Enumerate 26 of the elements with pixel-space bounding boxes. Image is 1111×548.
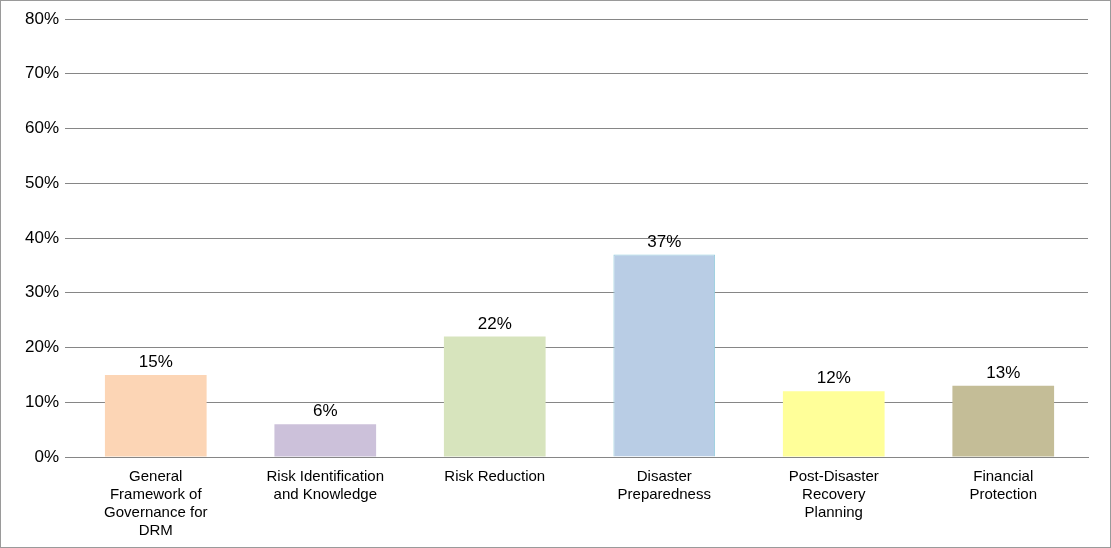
- y-tick-label: 60%: [24, 118, 60, 138]
- y-tick-label: 40%: [24, 227, 60, 247]
- y-tick-label: 0%: [34, 446, 60, 466]
- x-tick-label: Risk Reduction: [444, 467, 546, 485]
- bar: [274, 424, 377, 457]
- bar: [443, 336, 546, 457]
- data-label: 37%: [647, 231, 682, 251]
- data-label: 22%: [477, 313, 512, 333]
- data-label: 12%: [816, 368, 851, 388]
- bar: [104, 374, 207, 457]
- bar: [782, 391, 885, 457]
- data-label: 13%: [986, 363, 1021, 383]
- x-tick-label: Financial Protection: [969, 467, 1038, 503]
- y-tick-label: 30%: [24, 282, 60, 302]
- data-label: 15%: [138, 352, 173, 372]
- x-tick-label: Post-Disaster Recovery Planning: [788, 467, 879, 521]
- y-tick-label: 50%: [24, 172, 60, 192]
- x-tick-label: General Framework of Governance for DRM: [104, 467, 208, 539]
- x-tick-label: Risk Identification and Knowledge: [266, 467, 385, 503]
- x-tick-label: Disaster Preparedness: [617, 467, 711, 503]
- data-label: 6%: [312, 401, 338, 421]
- y-tick-label: 80%: [24, 8, 60, 28]
- y-tick-label: 10%: [24, 391, 60, 411]
- y-tick-label: 20%: [24, 337, 60, 357]
- bar: [952, 385, 1055, 457]
- y-tick-label: 70%: [24, 63, 60, 83]
